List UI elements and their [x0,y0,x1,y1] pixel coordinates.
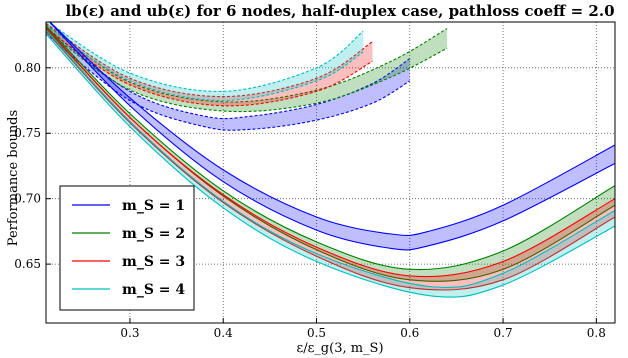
series-3-band-lower-line [46,30,615,291]
y-tick-label: 0.70 [14,192,41,206]
series-1-dashed-band-fill [46,27,410,131]
x-tick-label: 0.5 [307,326,326,340]
series-1-dashed-band-lower-line [46,33,411,131]
series-2-dashed-band-lower-line [46,29,448,113]
series-3-dashed-band [46,22,373,107]
series-2-dashed-band-fill [46,24,448,112]
x-axis-label: ε/ε_g(3, m_S) [296,341,383,356]
y-tick-label: 0.80 [14,61,41,75]
series-4-dashed-band-fill [46,22,364,101]
plot-area: 0.3 0.4 0.5 0.6 0.7 0.8 0.65 0.70 0.75 0.80 [14,21,616,340]
x-tick-label: 0.6 [400,326,419,340]
x-tick-label: 0.7 [494,326,513,340]
x-tick-label: 0.3 [120,326,139,340]
plot-frame [45,21,616,324]
series-1-dashed-band-upper-line [46,26,411,120]
series-4-band-lower-line [46,33,615,298]
chart-title: lb(ε) and ub(ε) for 6 nodes, half-duplex… [65,2,614,20]
legend-label: m_S = 3 [122,254,185,270]
series-3-band-upper-line [46,26,615,278]
series-4-dashed-band-lower-line [46,25,364,102]
series-1-band-lower-line [48,22,615,251]
legend-label: m_S = 1 [122,198,185,214]
series-1-band [48,22,615,251]
series-1-dashed-band [46,26,411,131]
y-axis-label: Performance bounds [6,110,21,246]
series-4-band-upper-line [46,29,615,289]
y-tick-label: 0.65 [14,257,41,271]
series-2-band-upper-line [46,25,615,271]
x-tick-label: 0.8 [587,326,606,340]
series-2-dashed-band-upper-line [46,24,448,103]
y-tick-label: 0.75 [14,126,41,140]
series-3-band [46,26,615,291]
x-tick-label: 0.4 [214,326,233,340]
series-3-dashed-band-upper-line [46,22,373,98]
series-4-band [46,29,615,298]
series-2-dashed-band [46,24,448,113]
legend-label: m_S = 2 [122,226,185,242]
legend: m_S = 1 m_S = 2 m_S = 3 m_S = 4 [59,185,195,311]
series-3-dashed-band-lower-line [46,28,373,107]
series-4-dashed-band [46,22,364,102]
legend-label: m_S = 4 [122,282,185,298]
series-1-band-upper-line [49,22,615,237]
